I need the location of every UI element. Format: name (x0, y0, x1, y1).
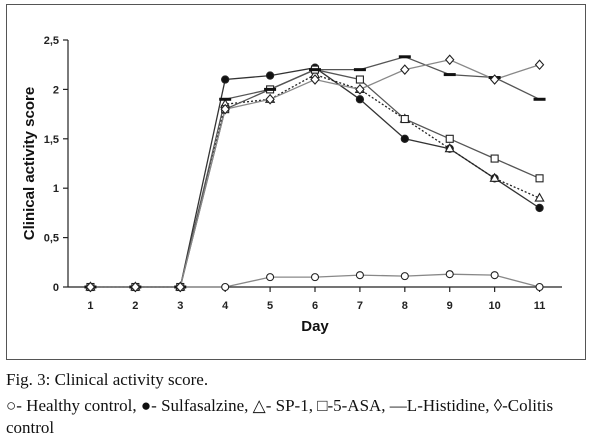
series-2-point (355, 95, 365, 104)
x-tick-label: 4 (222, 300, 229, 312)
y-tick-label: 1,5 (44, 134, 59, 146)
series-6-point (489, 74, 500, 85)
series-1-point (400, 272, 409, 281)
series-2-point (221, 75, 230, 84)
y-tick-label: 1 (53, 183, 59, 195)
x-tick-label: 9 (447, 300, 453, 312)
series-3-point (534, 192, 545, 202)
series-2-point (535, 203, 544, 213)
x-tick-label: 5 (267, 300, 273, 312)
figure-caption-title: Fig. 3: Clinical activity score. (6, 370, 209, 389)
series-3-point (489, 172, 500, 182)
series-line-3 (90, 73, 540, 288)
series-4-point (355, 75, 364, 84)
series-line-2 (90, 67, 540, 288)
x-axis-label: Day (301, 318, 329, 335)
series-6-point (534, 59, 545, 71)
series-6-point (130, 281, 141, 293)
series-6-point (85, 281, 96, 293)
series-1-point (490, 271, 499, 280)
series-2-point (400, 134, 409, 143)
x-tick-label: 2 (132, 300, 138, 312)
x-tick-label: 3 (177, 300, 183, 312)
y-tick-label: 0,5 (44, 233, 59, 245)
series-6-point (175, 281, 186, 293)
series-6-point (355, 84, 365, 95)
series-4-point (445, 134, 454, 143)
figure-caption-legend: ○- Healthy control, ●- Sulfasalzine, △- … (6, 396, 554, 437)
x-tick-label: 10 (489, 300, 501, 312)
series-line-4 (90, 68, 540, 288)
series-3-point (444, 143, 455, 153)
series-4-point (535, 174, 544, 183)
series-1-point (221, 282, 230, 292)
x-tick-label: 11 (534, 300, 546, 312)
series-1-point (535, 282, 544, 292)
series-line-5 (90, 56, 540, 288)
series-4-point (490, 154, 499, 163)
series-6-point (265, 93, 275, 105)
figure-frame (6, 4, 586, 360)
y-tick-label: 2,5 (44, 35, 59, 47)
series-1-point (310, 273, 320, 282)
clinical-activity-chart: 0 0,5 1 1,5 2 2,5 1 2 3 4 5 6 7 8 9 10 11 Day Clinical act… (21, 35, 562, 335)
series-6-point (220, 103, 230, 115)
series-1-point (355, 271, 364, 280)
y-tick-label: 0 (53, 282, 59, 294)
x-tick-label: 1 (87, 300, 93, 312)
x-tick-label: 8 (402, 300, 408, 312)
series-4-point (400, 114, 409, 124)
y-tick-label: 2 (53, 84, 59, 96)
series-1-point (266, 273, 275, 282)
series-6-point (444, 54, 455, 66)
series-6-point (310, 74, 320, 85)
series-6-point (400, 64, 410, 75)
x-tick-label: 6 (312, 300, 318, 312)
series-line-6 (90, 59, 540, 288)
series-1-point (445, 270, 454, 279)
y-axis-label: Clinical activity score (21, 87, 38, 240)
series-2-point (265, 71, 275, 80)
x-tick-label: 7 (357, 300, 363, 312)
